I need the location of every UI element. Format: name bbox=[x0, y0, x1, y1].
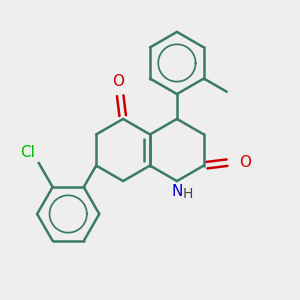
Text: O: O bbox=[239, 155, 251, 170]
Text: H: H bbox=[182, 187, 193, 201]
Text: N: N bbox=[171, 184, 183, 199]
Text: Cl: Cl bbox=[20, 145, 35, 160]
Text: O: O bbox=[112, 74, 124, 88]
